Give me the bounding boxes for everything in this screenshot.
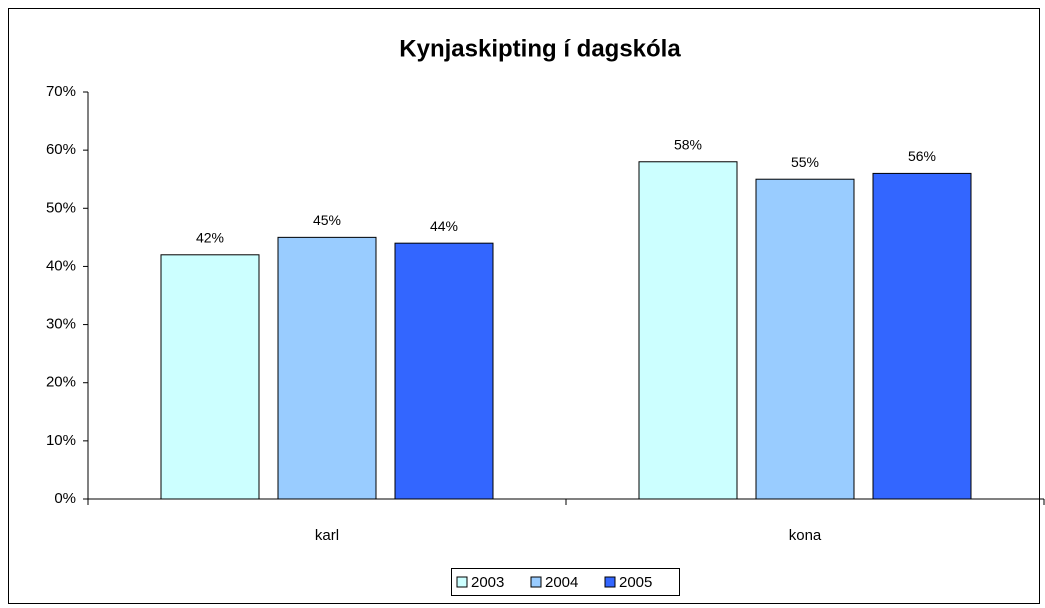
y-tick-label: 0% (54, 490, 76, 507)
value-label: 44% (430, 218, 458, 234)
value-label: 42% (196, 230, 224, 246)
y-tick-label: 50% (46, 199, 76, 216)
y-tick-label: 30% (46, 316, 76, 333)
x-tick-label: karl (315, 527, 339, 544)
bar (394, 242, 494, 500)
bar (638, 161, 738, 500)
y-tick-label: 70% (46, 83, 76, 100)
value-label: 55% (791, 154, 819, 170)
y-tick-label: 40% (46, 257, 76, 274)
x-tick-label: kona (789, 527, 822, 544)
legend-label: 2005 (619, 574, 652, 591)
bar (872, 172, 972, 500)
y-tick-label: 60% (46, 141, 76, 158)
bar (755, 178, 855, 500)
legend-box (451, 568, 680, 596)
legend-swatch (456, 576, 468, 588)
value-label: 45% (313, 212, 341, 228)
value-label: 58% (674, 136, 702, 152)
chart-title: Kynjaskipting í dagskóla (399, 35, 681, 62)
legend-label: 2004 (545, 574, 578, 591)
value-label: 56% (908, 148, 936, 164)
legend-swatch (530, 576, 542, 588)
bar (160, 254, 260, 500)
y-tick-label: 10% (46, 432, 76, 449)
legend-label: 2003 (471, 574, 504, 591)
y-tick-label: 20% (46, 374, 76, 391)
legend-swatch (604, 576, 616, 588)
bar (277, 236, 377, 500)
